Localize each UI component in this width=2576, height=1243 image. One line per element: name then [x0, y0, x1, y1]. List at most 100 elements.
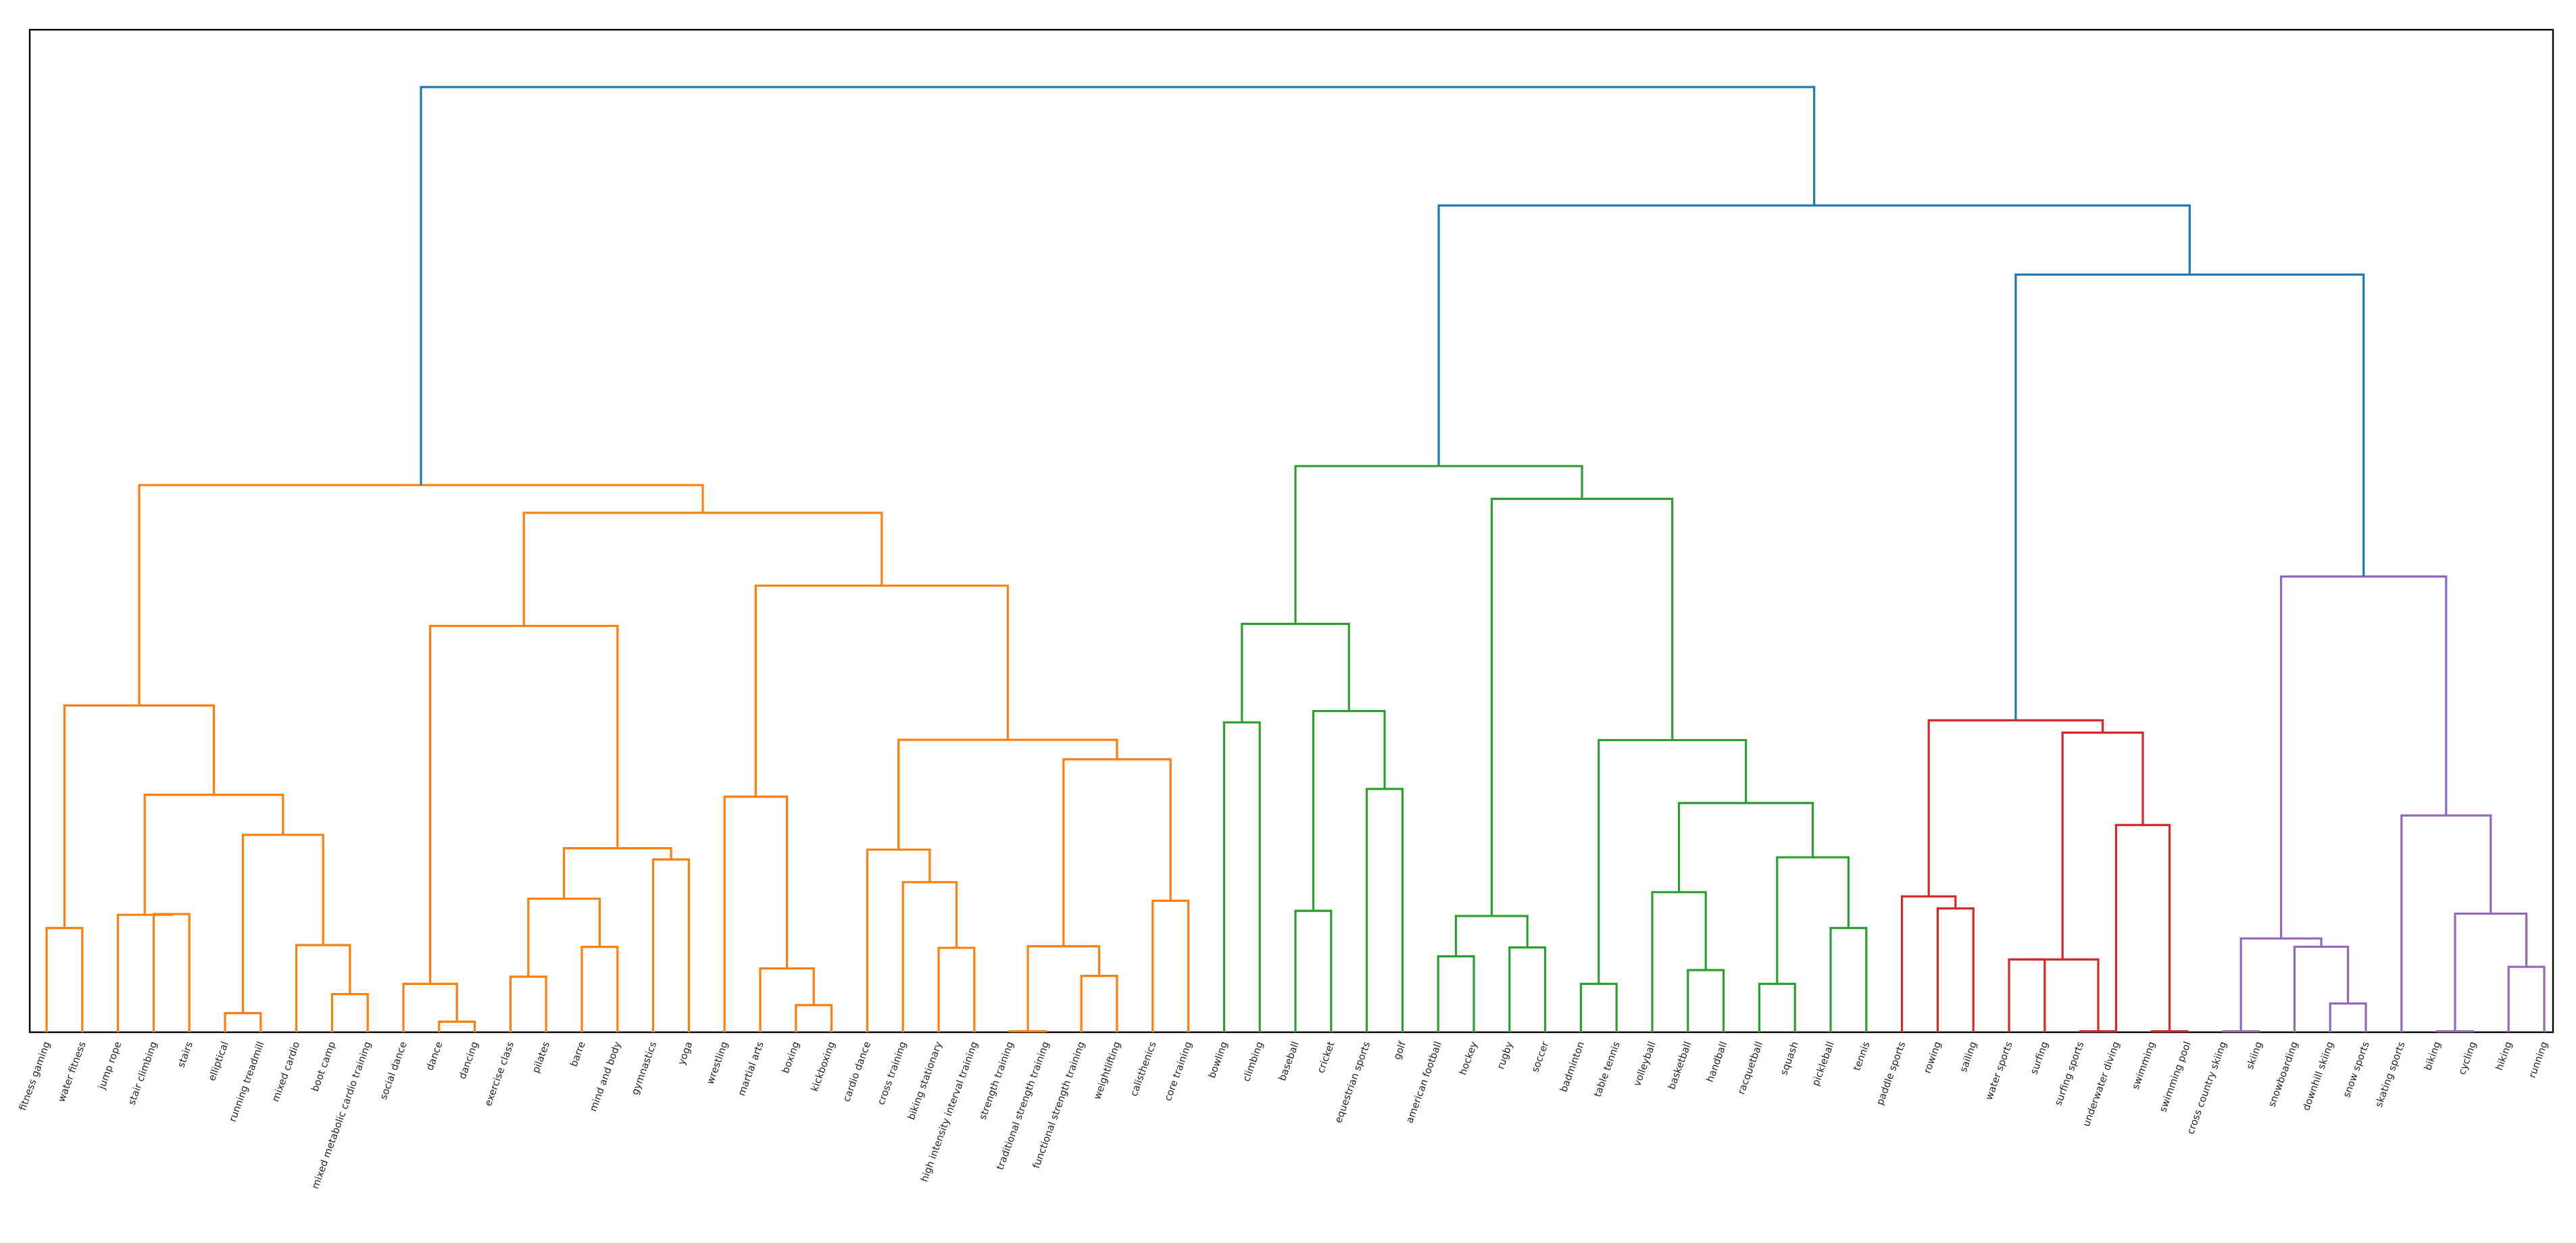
leaf-label-yoga: yoga: [676, 1040, 695, 1067]
leaf-label-mind-and-body: mind and body: [588, 1040, 623, 1113]
leaf-label-snowboarding: snowboarding: [2267, 1040, 2300, 1109]
link-r2: [2014, 273, 2365, 721]
leaf-label-table-tennis: table tennis: [1593, 1040, 1623, 1098]
plot-frame: [28, 28, 2554, 1034]
leaf-label-basketball: basketball: [1666, 1040, 1693, 1091]
link-r4: [420, 86, 1816, 486]
link-b10: [759, 967, 815, 1032]
link-p7: [2114, 823, 2171, 1032]
link-a4: [224, 1012, 262, 1032]
leaf-label-gymnastics: gymnastics: [630, 1040, 659, 1096]
leaf-label-hockey: hockey: [1458, 1040, 1480, 1077]
leaf-label-biking: biking: [2423, 1040, 2443, 1072]
leaf-label-badminton: badminton: [1558, 1040, 1587, 1094]
leaf-label-tennis: tennis: [1852, 1040, 1872, 1072]
link-g17: [1490, 497, 1674, 916]
link-b1: [438, 1020, 476, 1032]
leaf-label-squash: squash: [1779, 1040, 1801, 1077]
leaf-label-hiking: hiking: [2494, 1040, 2515, 1072]
leaf-label-cardio-dance: cardio dance: [841, 1040, 873, 1103]
link-b9: [795, 1004, 833, 1032]
leaf-label-mixed-cardio: mixed cardio: [270, 1040, 302, 1104]
link-v3: [2293, 945, 2350, 1032]
leaf-label-exercise-class: exercise class: [483, 1040, 516, 1108]
link-g8: [1455, 915, 1529, 957]
link-g5: [1241, 622, 1350, 723]
link-g11: [1651, 891, 1707, 1032]
link-g14: [1776, 856, 1850, 984]
link-b14: [866, 848, 931, 1032]
leaf-label-kickboxing: kickboxing: [810, 1040, 838, 1093]
leaf-label-skating-sports: skating sports: [2374, 1040, 2408, 1109]
link-b8: [429, 624, 619, 984]
leaf-label-boot-camp: boot camp: [310, 1040, 339, 1093]
leaf-label-wrestling: wrestling: [705, 1040, 730, 1086]
dendrogram-links: [45, 86, 2546, 1033]
leaf-label-dance: dance: [424, 1040, 445, 1072]
leaf-label-american-football: american football: [1404, 1040, 1444, 1125]
leaf-label-swimming: swimming: [2131, 1040, 2158, 1091]
leaf-label-pickleball: pickleball: [1810, 1040, 1837, 1088]
leaf-label-pilates: pilates: [530, 1040, 552, 1075]
leaf-label-strength-training: strength training: [978, 1040, 1016, 1121]
link-b22: [522, 511, 883, 626]
leaf-label-volleyball: volleyball: [1632, 1040, 1658, 1088]
link-v4: [2239, 937, 2323, 1032]
link-b4: [580, 945, 619, 1032]
link-p3: [2008, 958, 2046, 1032]
link-b5: [527, 897, 601, 977]
leaf-label-paddle-sports: paddle sports: [1875, 1040, 1908, 1107]
link-a2: [152, 913, 191, 1032]
leaf-label-sailing: sailing: [1958, 1040, 1979, 1074]
leaf-labels: fitness gaming water fitness jump rope stai…: [18, 1040, 2550, 1190]
leaf-label-downhill-skiing: downhill skiing: [2301, 1040, 2336, 1112]
link-b20: [897, 738, 1118, 850]
link-g15: [1678, 802, 1814, 892]
leaf-label-cricket: cricket: [1316, 1040, 1337, 1075]
leaf-label-calisthenics: calisthenics: [1129, 1040, 1158, 1098]
leaf-label-rugby: rugby: [1495, 1040, 1516, 1071]
link-g16: [1597, 738, 1748, 984]
link-g2: [1294, 909, 1333, 1032]
leaf-label-equestrian-sports: equestrian sports: [1333, 1040, 1372, 1125]
leaf-label-stair-climbing: stair climbing: [126, 1040, 159, 1107]
leaf-label-cross-country-skiing: cross country skiing: [2185, 1040, 2229, 1136]
leaf-label-biking-stationary: biking stationary: [906, 1040, 945, 1121]
leaf-label-golf: golf: [1392, 1040, 1409, 1061]
link-a5: [330, 992, 369, 1032]
leaf-label-racquetball: racquetball: [1736, 1040, 1765, 1096]
leaf-label-running: running: [2527, 1040, 2550, 1080]
leaf-label-cycling: cycling: [2457, 1040, 2479, 1076]
leaf-label-core-training: core training: [1163, 1040, 1195, 1102]
link-v6: [2507, 965, 2546, 1032]
leaf-label-fitness-gaming: fitness gaming: [18, 1040, 53, 1112]
leaf-label-dancing: dancing: [457, 1040, 481, 1081]
leaf-label-social-dance: social dance: [378, 1040, 410, 1101]
leaf-label-skiing: skiing: [2245, 1040, 2265, 1071]
link-b17: [1026, 945, 1101, 1032]
link-g1: [1222, 721, 1261, 1032]
link-g18: [1294, 465, 1583, 624]
link-v7: [2454, 912, 2528, 1032]
link-b2: [402, 982, 458, 1032]
link-b21: [754, 584, 1009, 797]
leaf-label-jump-rope: jump rope: [97, 1040, 124, 1092]
link-v2: [2329, 1002, 2367, 1032]
link-a6: [295, 944, 351, 1032]
leaf-label-water-fitness: water fitness: [56, 1040, 88, 1104]
link-g7: [1508, 946, 1547, 1032]
leaf-label-bowling: bowling: [1207, 1040, 1230, 1080]
link-g13: [1829, 927, 1868, 1032]
link-r3: [1437, 204, 2191, 466]
link-b11: [723, 795, 789, 1032]
link-p2: [1901, 895, 1957, 1032]
leaf-label-underwater-diving: underwater diving: [2081, 1040, 2122, 1128]
leaf-label-handball: handball: [1705, 1040, 1729, 1084]
link-v9: [2280, 575, 2448, 939]
leaf-label-rowing: rowing: [1922, 1040, 1943, 1075]
leaf-label-swimming-pool: swimming pool: [2158, 1040, 2194, 1114]
link-a1: [45, 927, 84, 1032]
leaf-label-soccer: soccer: [1530, 1040, 1551, 1074]
link-p9: [1927, 719, 2104, 896]
link-a3: [117, 913, 173, 1032]
